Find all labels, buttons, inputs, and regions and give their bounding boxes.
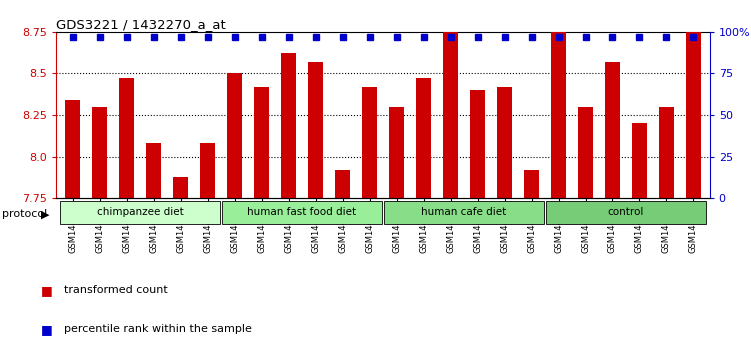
Bar xyxy=(119,79,134,198)
Bar xyxy=(416,79,431,198)
Bar xyxy=(281,53,296,198)
Bar xyxy=(308,62,323,198)
Bar xyxy=(227,74,242,198)
Bar xyxy=(362,87,377,198)
Bar xyxy=(65,100,80,198)
Text: control: control xyxy=(608,207,644,217)
Bar xyxy=(632,124,647,198)
Bar xyxy=(146,143,161,198)
Text: protocol: protocol xyxy=(2,209,47,219)
Bar xyxy=(389,107,404,198)
FancyBboxPatch shape xyxy=(546,201,706,224)
Text: human cafe diet: human cafe diet xyxy=(421,207,507,217)
Text: chimpanzee diet: chimpanzee diet xyxy=(97,207,183,217)
Text: ▶: ▶ xyxy=(41,209,50,219)
Text: human fast food diet: human fast food diet xyxy=(247,207,357,217)
Bar xyxy=(578,107,593,198)
Bar xyxy=(524,170,539,198)
Bar xyxy=(92,107,107,198)
FancyBboxPatch shape xyxy=(60,201,219,224)
Text: percentile rank within the sample: percentile rank within the sample xyxy=(64,324,252,334)
Text: GDS3221 / 1432270_a_at: GDS3221 / 1432270_a_at xyxy=(56,18,226,31)
Text: transformed count: transformed count xyxy=(64,285,167,295)
Bar xyxy=(551,12,566,198)
Bar xyxy=(335,170,350,198)
Bar xyxy=(470,90,485,198)
Bar xyxy=(686,7,701,198)
FancyBboxPatch shape xyxy=(222,201,382,224)
Bar xyxy=(497,87,512,198)
Bar xyxy=(659,107,674,198)
Bar xyxy=(443,13,458,198)
Bar xyxy=(200,143,215,198)
Bar xyxy=(605,62,620,198)
Bar xyxy=(254,87,269,198)
Bar xyxy=(173,177,188,198)
Text: ■: ■ xyxy=(41,284,53,297)
Text: ■: ■ xyxy=(41,323,53,336)
FancyBboxPatch shape xyxy=(385,201,544,224)
